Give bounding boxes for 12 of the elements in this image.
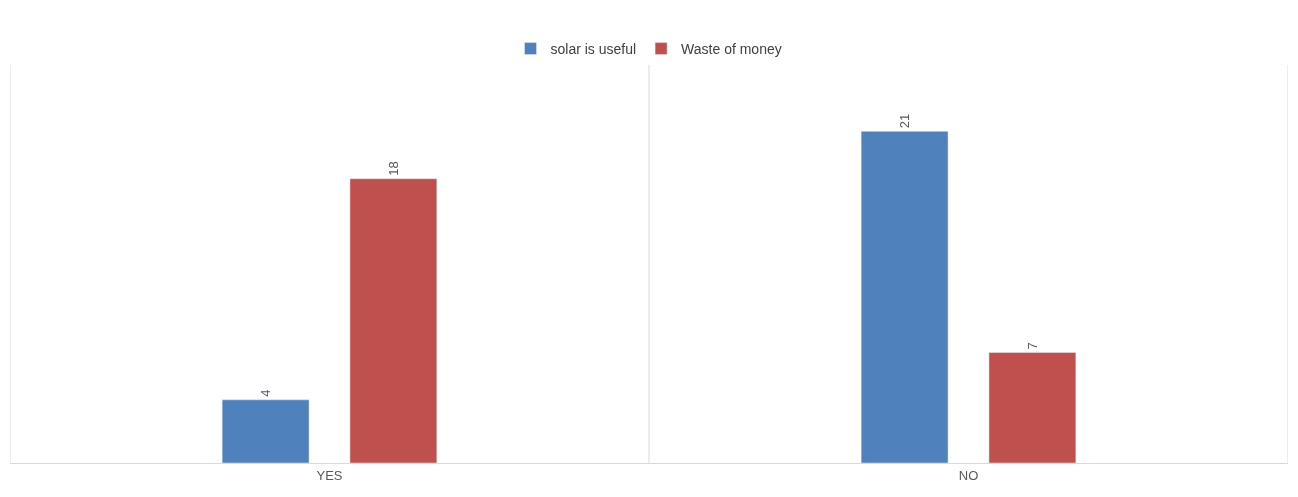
bar — [221, 399, 310, 463]
bar — [349, 178, 438, 463]
x-tick-label: NO — [958, 467, 979, 483]
bar — [988, 352, 1077, 463]
data-label: 4 — [258, 389, 274, 397]
data-label: 21 — [897, 113, 913, 129]
x-tick-label: YES — [316, 467, 343, 483]
data-label: 18 — [385, 161, 401, 176]
bar — [860, 131, 949, 463]
data-label: 7 — [1024, 342, 1040, 350]
legend-label: solar is useful — [550, 41, 637, 58]
legend-label: Waste of money — [681, 41, 782, 58]
